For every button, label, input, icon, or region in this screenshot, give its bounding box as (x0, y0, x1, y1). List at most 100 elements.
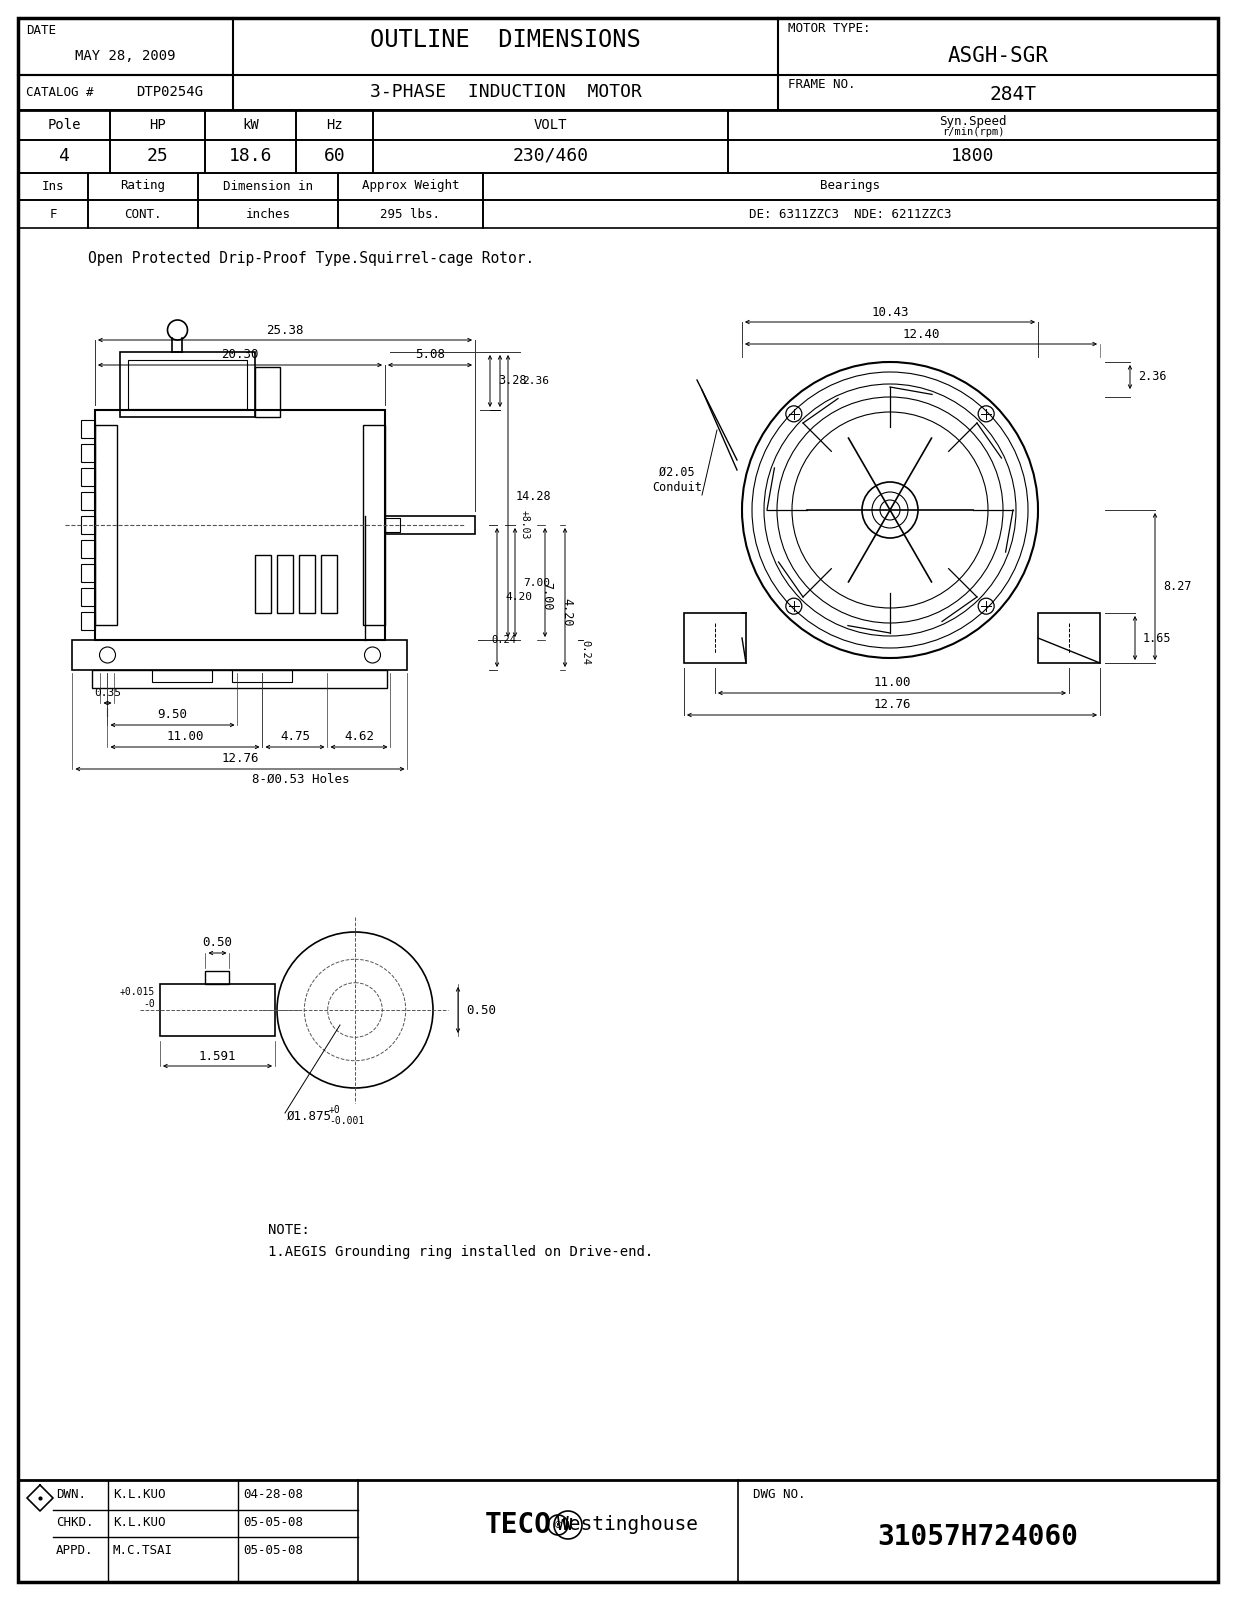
Text: 230/460: 230/460 (513, 147, 588, 165)
Text: 0.24: 0.24 (491, 635, 515, 645)
Text: 3-PHASE  INDUCTION  MOTOR: 3-PHASE INDUCTION MOTOR (370, 83, 641, 101)
Text: Rating: Rating (120, 179, 166, 192)
Text: 14.28: 14.28 (515, 490, 551, 502)
Text: TECO: TECO (485, 1510, 551, 1539)
Text: kW: kW (242, 118, 258, 133)
Text: W: W (564, 1517, 572, 1533)
Bar (363, 426, 384, 626)
Text: APPD.: APPD. (56, 1544, 94, 1557)
Text: OUTLINE  DIMENSIONS: OUTLINE DIMENSIONS (370, 27, 641, 51)
Text: 284T: 284T (990, 85, 1037, 104)
Bar (19, 173, 88, 200)
Text: 295 lbs.: 295 lbs. (381, 208, 440, 221)
Text: 8-Ø0.53 Holes: 8-Ø0.53 Holes (252, 773, 350, 786)
Text: +0.015: +0.015 (120, 987, 154, 997)
Bar (129, 360, 247, 410)
Text: CONT.: CONT. (125, 208, 162, 221)
Bar (205, 971, 230, 984)
Text: 0.50: 0.50 (466, 1003, 496, 1016)
Text: 5.08: 5.08 (415, 349, 445, 362)
Text: ®: ® (555, 1520, 561, 1530)
Text: +0: +0 (329, 1106, 341, 1115)
Text: MOTOR TYPE:: MOTOR TYPE: (789, 21, 870, 35)
Text: CHKD.: CHKD. (56, 1517, 94, 1530)
Bar (198, 200, 337, 227)
Bar (1038, 613, 1100, 662)
Text: 05-05-08: 05-05-08 (243, 1544, 303, 1557)
Text: 12.76: 12.76 (874, 699, 911, 712)
Text: Ins: Ins (42, 179, 64, 192)
Text: DATE: DATE (26, 24, 56, 37)
Bar (337, 173, 483, 200)
Text: K.L.KUO: K.L.KUO (112, 1517, 166, 1530)
Text: 8.27: 8.27 (1163, 579, 1192, 594)
Bar (73, 640, 408, 670)
Text: r/min(rpm): r/min(rpm) (942, 126, 1004, 138)
Bar (88, 173, 198, 200)
Text: Hz: Hz (326, 118, 342, 133)
Text: 4.75: 4.75 (281, 731, 310, 744)
Text: 9.50: 9.50 (157, 709, 188, 722)
Text: 1.AEGIS Grounding ring installed on Drive-end.: 1.AEGIS Grounding ring installed on Driv… (268, 1245, 654, 1259)
Text: 12.76: 12.76 (221, 752, 258, 765)
Text: 04-28-08: 04-28-08 (243, 1488, 303, 1501)
Bar (373, 110, 728, 141)
Text: 0.35: 0.35 (94, 688, 121, 698)
Bar (321, 555, 337, 613)
Text: Syn.Speed: Syn.Speed (939, 115, 1007, 128)
Bar (728, 110, 1217, 141)
Bar (82, 565, 95, 582)
Bar (120, 352, 255, 418)
Bar (19, 141, 110, 173)
Bar (337, 200, 483, 227)
Bar (684, 613, 747, 662)
Text: CATALOG #: CATALOG # (26, 85, 94, 99)
Text: -0: -0 (143, 998, 154, 1010)
Text: Dimension in: Dimension in (222, 179, 313, 192)
Bar (110, 141, 205, 173)
Bar (19, 200, 88, 227)
Text: HP: HP (150, 118, 166, 133)
Text: Pole: Pole (47, 118, 80, 133)
Text: 1800: 1800 (952, 147, 995, 165)
Bar (205, 141, 295, 173)
Text: 4.20: 4.20 (506, 592, 531, 603)
Text: 0.50: 0.50 (203, 936, 232, 949)
Bar (152, 670, 213, 682)
Bar (373, 141, 728, 173)
Text: NOTE:: NOTE: (268, 1222, 310, 1237)
Bar (232, 670, 293, 682)
Text: DTP0254G: DTP0254G (136, 85, 203, 99)
Bar (483, 200, 1217, 227)
Text: ASGH-SGR: ASGH-SGR (948, 46, 1048, 66)
Text: VOLT: VOLT (534, 118, 567, 133)
Text: 4.20: 4.20 (560, 597, 574, 626)
Text: 25.38: 25.38 (266, 323, 304, 336)
Text: F: F (49, 208, 57, 221)
Text: 25: 25 (147, 147, 168, 165)
Bar (159, 984, 274, 1037)
Bar (728, 141, 1217, 173)
Bar (82, 467, 95, 486)
Text: 12.40: 12.40 (902, 328, 939, 341)
Text: FRAME NO.: FRAME NO. (789, 78, 855, 91)
Text: 7.00: 7.00 (540, 582, 554, 611)
Text: 05-05-08: 05-05-08 (243, 1517, 303, 1530)
Text: 4: 4 (58, 147, 69, 165)
Text: 11.00: 11.00 (874, 677, 911, 690)
Text: M.C.TSAI: M.C.TSAI (112, 1544, 173, 1557)
Text: Westinghouse: Westinghouse (557, 1515, 698, 1534)
Bar (88, 200, 198, 227)
Bar (205, 110, 295, 141)
Text: Open Protected Drip-Proof Type.Squirrel-cage Rotor.: Open Protected Drip-Proof Type.Squirrel-… (88, 251, 534, 266)
Text: +8.03: +8.03 (520, 510, 530, 539)
Text: 2.36: 2.36 (1138, 371, 1167, 384)
Text: 7.00: 7.00 (523, 578, 550, 587)
Text: DE: 6311ZZC3  NDE: 6211ZZC3: DE: 6311ZZC3 NDE: 6211ZZC3 (749, 208, 952, 221)
Text: DWN.: DWN. (56, 1488, 87, 1501)
Text: 3.28: 3.28 (498, 374, 527, 387)
Text: 11.00: 11.00 (167, 731, 204, 744)
Bar (384, 518, 400, 531)
Bar (384, 515, 475, 534)
Bar (82, 419, 95, 438)
